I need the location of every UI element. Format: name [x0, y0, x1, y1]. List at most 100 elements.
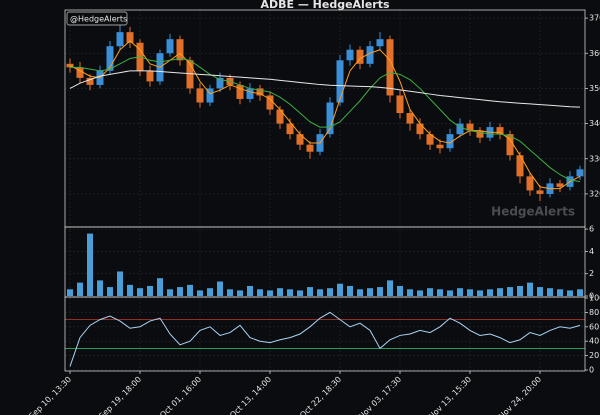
- volume-bar: [197, 290, 203, 296]
- volume-bar: [407, 289, 413, 296]
- volume-bar: [477, 290, 483, 296]
- volume-bar: [227, 289, 233, 296]
- volume-bar: [557, 289, 563, 296]
- candle-body: [426, 134, 434, 145]
- badge-box: [66, 11, 128, 26]
- candle-body: [576, 169, 584, 177]
- y-tick-label: 80: [589, 308, 599, 317]
- candle-body: [126, 32, 134, 43]
- volume-bar: [277, 288, 283, 296]
- volume-bar: [157, 278, 163, 296]
- volume-bar: [127, 284, 133, 296]
- candle-body: [336, 60, 344, 103]
- candle-body: [356, 49, 364, 64]
- y-tick-label: 20: [589, 351, 599, 360]
- candle-body: [236, 84, 244, 99]
- volume-bar: [487, 289, 493, 296]
- candle-body: [286, 123, 294, 135]
- badge: @HedgeAlerts: [70, 15, 127, 24]
- rsi-line: [69, 311, 581, 367]
- candle-body: [396, 95, 404, 114]
- panel-frame: [64, 296, 586, 372]
- volume-bar: [137, 288, 143, 296]
- moving-average: [69, 70, 581, 108]
- volume-bar: [357, 289, 363, 296]
- candle-body: [536, 190, 544, 194]
- volume-bar: [327, 288, 333, 296]
- volume-bar: [567, 290, 573, 296]
- volume-bar: [347, 285, 353, 296]
- volume-bar: [187, 284, 193, 296]
- chart-title: ADBE — HedgeAlerts: [260, 0, 390, 11]
- volume-bar: [167, 289, 173, 296]
- candle-body: [406, 113, 414, 124]
- candle-body: [146, 70, 154, 82]
- y-tick-label: 330: [589, 154, 600, 163]
- y-tick-label: 40: [589, 337, 599, 346]
- candle-body: [476, 130, 484, 138]
- volume-bar: [297, 290, 303, 296]
- candle-body: [326, 102, 334, 135]
- y-tick-label: 60: [589, 322, 599, 331]
- volume-bar: [387, 280, 393, 296]
- candle-body: [366, 46, 374, 64]
- volume-bar: [107, 287, 113, 296]
- volume-bar: [537, 287, 543, 296]
- volume-bar: [527, 282, 533, 296]
- y-tick-label: 100: [589, 294, 600, 303]
- candle-body: [176, 39, 184, 61]
- candle-body: [256, 88, 264, 96]
- volume-bar: [317, 289, 323, 296]
- volume-bar: [177, 287, 183, 296]
- candle-body: [196, 88, 204, 103]
- candle-body: [466, 123, 474, 131]
- volume-bar: [437, 289, 443, 296]
- volume-bar: [307, 287, 313, 296]
- candle-body: [306, 144, 314, 152]
- candle-body: [386, 39, 394, 96]
- candle-body: [276, 109, 284, 124]
- volume-bar: [497, 288, 503, 296]
- volume-bar: [367, 288, 373, 296]
- y-tick-label: 4: [589, 247, 594, 256]
- volume-bar: [507, 287, 513, 296]
- candle-body: [166, 39, 174, 54]
- y-tick-label: 370: [589, 14, 600, 23]
- y-tick-label: 6: [589, 225, 594, 234]
- volume-bar: [547, 288, 553, 296]
- candle-body: [296, 134, 304, 145]
- volume-bar: [577, 289, 583, 296]
- candle-body: [376, 39, 384, 47]
- volume-bar: [97, 280, 103, 296]
- volume-bar: [217, 281, 223, 296]
- volume-bar: [377, 287, 383, 296]
- moving-average: [70, 56, 581, 183]
- candle-body: [246, 88, 254, 99]
- candle-body: [556, 183, 564, 187]
- candle-body: [186, 60, 194, 89]
- candle-body: [516, 155, 524, 177]
- volume-bar: [447, 290, 453, 296]
- volume-bar: [337, 283, 343, 296]
- volume-bar: [267, 290, 273, 296]
- volume-bar: [147, 285, 153, 296]
- candle-body: [526, 176, 534, 191]
- y-tick-label: 0: [589, 366, 594, 375]
- candle-body: [76, 67, 84, 78]
- candle-body: [106, 46, 114, 71]
- candle-body: [506, 134, 514, 156]
- volume-bar: [207, 288, 213, 296]
- candle-body: [116, 32, 124, 47]
- y-tick-label: 360: [589, 49, 600, 58]
- candle-body: [496, 127, 504, 135]
- candle-body: [206, 88, 214, 103]
- candle-body: [446, 134, 454, 149]
- y-tick-label: 320: [589, 189, 600, 198]
- volume-bar: [287, 289, 293, 296]
- candle-body: [436, 144, 444, 149]
- candle-body: [216, 77, 224, 89]
- candle-body: [66, 63, 74, 68]
- candle-body: [266, 95, 274, 110]
- volume-bar: [417, 290, 423, 296]
